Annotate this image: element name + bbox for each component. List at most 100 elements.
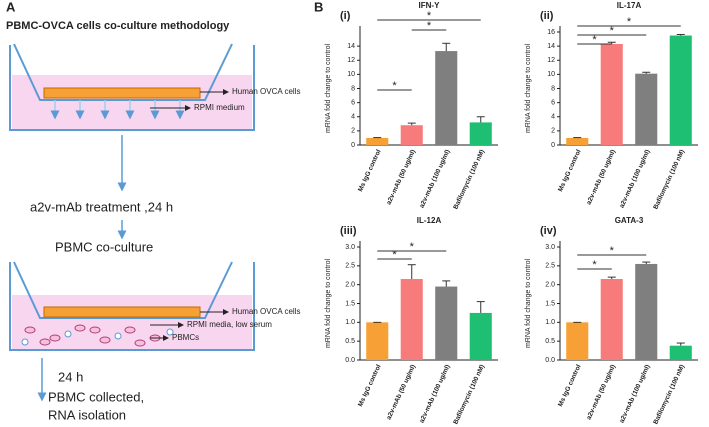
bar bbox=[435, 51, 458, 145]
x-tick-label: Ms IgG control bbox=[357, 148, 383, 192]
x-tick-label: a2v-mAb (100 ug/ml) bbox=[618, 149, 651, 210]
y-tick-label: 4 bbox=[551, 114, 555, 121]
y-tick-label: 12 bbox=[347, 57, 355, 64]
cell-layer bbox=[43, 306, 201, 318]
y-tick-label: 10 bbox=[347, 71, 355, 78]
y-tick-label: 14 bbox=[547, 43, 555, 50]
y-axis-label: mRNA fold change to control bbox=[525, 44, 532, 134]
y-tick-label: 0 bbox=[351, 142, 355, 149]
error-bar bbox=[476, 116, 485, 123]
error-bar bbox=[442, 280, 451, 287]
step: PBMC collected, bbox=[48, 389, 144, 404]
x-tick-label: Bafilomycin (100 nM) bbox=[452, 149, 486, 211]
y-tick-label: 0.0 bbox=[345, 357, 355, 364]
y-tick-label: 12 bbox=[547, 57, 555, 64]
significance-label: * bbox=[627, 16, 632, 28]
bar bbox=[600, 279, 623, 360]
label: RPMI media, low serum bbox=[187, 320, 272, 329]
x-tick-label: Bafilomycin (100 nM) bbox=[652, 364, 686, 426]
panel-letter: B bbox=[314, 0, 323, 14]
y-tick-label: 2.5 bbox=[545, 263, 555, 270]
error-bar bbox=[607, 276, 616, 280]
step: 24 h bbox=[58, 369, 83, 384]
x-tick-label: Bafilomycin (100 nM) bbox=[452, 364, 486, 426]
pbmc-cells bbox=[24, 324, 161, 347]
panel-title: PBMC-OVCA cells co-culture methodology bbox=[6, 20, 230, 32]
bar bbox=[635, 263, 658, 360]
y-tick-label: 6 bbox=[351, 99, 355, 106]
bar bbox=[635, 73, 658, 145]
y-axis-label: mRNA fold change to control bbox=[525, 259, 532, 349]
significance-label: * bbox=[410, 241, 415, 253]
bar bbox=[566, 322, 589, 360]
bar bbox=[469, 122, 492, 145]
bar bbox=[400, 125, 423, 145]
diffusion-arrows bbox=[50, 100, 185, 120]
significance-label: * bbox=[427, 10, 432, 22]
y-axis-label: mRNA fold change to control bbox=[325, 259, 332, 349]
panel-label: (i) bbox=[340, 10, 351, 22]
significance-label: * bbox=[592, 34, 597, 46]
insert bbox=[13, 43, 233, 101]
label: PBMCs bbox=[172, 333, 199, 342]
y-tick-label: 1.5 bbox=[545, 300, 555, 307]
y-tick-label: 2 bbox=[351, 128, 355, 135]
insert bbox=[13, 261, 233, 319]
significance-label: * bbox=[427, 20, 432, 32]
y-axis-label: mRNA fold change to control bbox=[325, 44, 332, 134]
y-tick-label: 1.0 bbox=[545, 319, 555, 326]
x-tick-label: Ms IgG control bbox=[357, 363, 383, 407]
x-tick-label: a2v-mAb (100 ug/ml) bbox=[418, 149, 451, 210]
bar bbox=[469, 312, 492, 360]
chart: (iv) GATA-3 mRNA fold change to control 0.0… bbox=[525, 216, 698, 425]
x-tick-label: Bafilomycin (100 nM) bbox=[652, 149, 686, 211]
error-bar bbox=[476, 301, 485, 313]
y-tick-label: 2.5 bbox=[345, 263, 355, 270]
bar bbox=[566, 137, 589, 145]
y-tick-label: 0.5 bbox=[345, 338, 355, 345]
step: a2v-mAb treatment ,24 h bbox=[30, 199, 173, 214]
panel-label: (ii) bbox=[540, 10, 554, 22]
y-tick-label: 1.0 bbox=[345, 319, 355, 326]
y-tick-label: 3.0 bbox=[545, 244, 555, 251]
error-bar bbox=[642, 71, 651, 74]
chart: (iii) IL-12A mRNA fold change to control 0.… bbox=[325, 216, 498, 425]
error-bar bbox=[407, 122, 416, 126]
chart: (i) IFN-Y mRNA fold change to control 0 2 4 6 8… bbox=[325, 1, 498, 210]
panel-label: (iii) bbox=[340, 225, 357, 237]
chart-title: IFN-Y bbox=[419, 1, 441, 10]
error-bar bbox=[676, 33, 685, 36]
y-tick-label: 1.5 bbox=[345, 300, 355, 307]
y-tick-label: 4 bbox=[351, 114, 355, 121]
x-tick-label: a2v-mAb (100 ug/ml) bbox=[418, 364, 451, 425]
significance-label: * bbox=[392, 249, 397, 261]
label: Human OVCA cells bbox=[232, 307, 300, 316]
chart-title: GATA-3 bbox=[615, 216, 644, 225]
bar bbox=[600, 44, 623, 145]
x-tick-label: a2v-mAb (50 ug/ml) bbox=[385, 364, 417, 421]
x-tick-label: a2v-mAb (50 ug/ml) bbox=[585, 364, 617, 421]
significance-label: * bbox=[392, 80, 397, 92]
panel-label: (iv) bbox=[540, 225, 557, 237]
error-bar bbox=[676, 342, 685, 346]
bar bbox=[435, 286, 458, 360]
bar bbox=[669, 345, 692, 360]
panel-letter: A bbox=[6, 0, 16, 14]
y-tick-label: 6 bbox=[551, 99, 555, 106]
y-tick-label: 0.5 bbox=[545, 338, 555, 345]
bar bbox=[669, 35, 692, 145]
x-tick-label: Ms IgG control bbox=[557, 148, 583, 192]
error-bar bbox=[407, 264, 416, 280]
error-bar bbox=[642, 261, 651, 264]
significance-label: * bbox=[592, 259, 597, 271]
y-tick-label: 3.0 bbox=[345, 244, 355, 251]
y-tick-label: 14 bbox=[347, 43, 355, 50]
step: RNA isolation bbox=[48, 407, 126, 422]
chart-title: IL-17A bbox=[617, 1, 642, 10]
significance-label: * bbox=[610, 25, 615, 37]
step: PBMC co-culture bbox=[55, 239, 153, 254]
x-tick-label: a2v-mAb (50 ug/ml) bbox=[585, 149, 617, 206]
y-tick-label: 2.0 bbox=[345, 282, 355, 289]
significance-label: * bbox=[610, 245, 615, 257]
